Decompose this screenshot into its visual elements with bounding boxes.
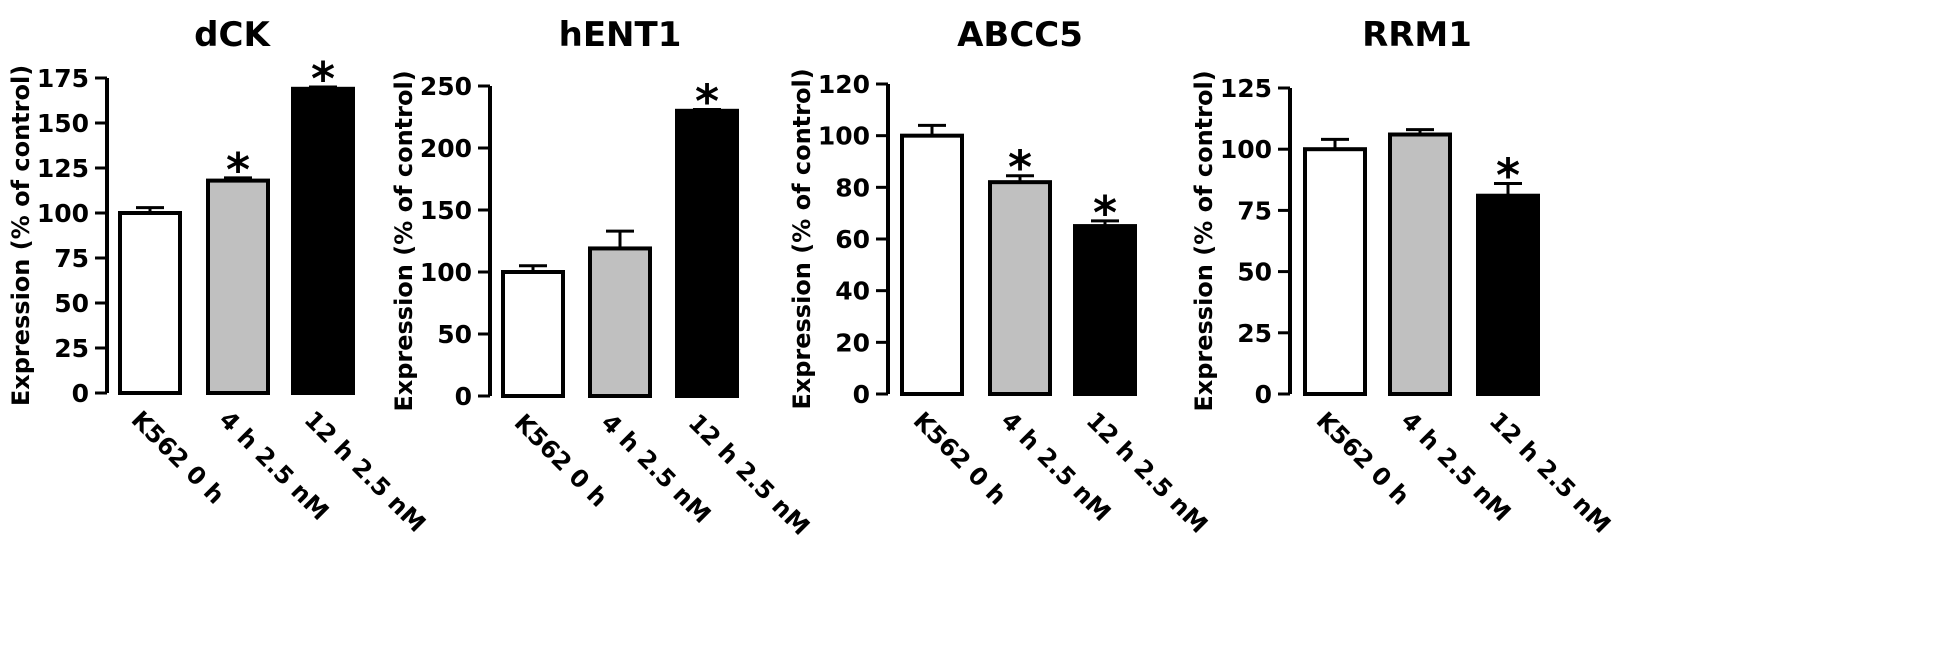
y-tick-label: 100 — [818, 122, 870, 151]
x-category-label: K562 0 h — [908, 406, 1012, 510]
y-tick-label: 125 — [1220, 74, 1272, 103]
y-tick-label: 250 — [420, 72, 472, 101]
bar — [1388, 132, 1452, 396]
bar — [900, 133, 964, 397]
y-tick-label: 40 — [835, 277, 870, 306]
y-tick-label: 25 — [1237, 319, 1272, 348]
significance-marker: * — [1093, 186, 1117, 240]
chart-panel-abcc5: ABCC5 Expression (% of control) 0 20 40 60 80 1… — [788, 15, 1213, 539]
bar — [1073, 224, 1137, 396]
y-tick-label: 125 — [37, 154, 89, 183]
chart-title: hENT1 — [559, 15, 682, 55]
y-tick-label: 200 — [420, 134, 472, 163]
y-tick-label: 175 — [37, 64, 89, 93]
significance-marker: * — [1008, 141, 1032, 195]
chart-panel-rrm1: RRM1 Expression (% of control) 0 25 50 75 100 1… — [1190, 15, 1616, 539]
y-tick-label: 120 — [818, 70, 870, 99]
bar — [501, 270, 565, 398]
significance-marker: * — [226, 143, 250, 197]
y-tick-label: 75 — [1237, 196, 1272, 225]
chart-title: dCK — [194, 15, 271, 55]
y-tick-label: 20 — [835, 328, 870, 357]
y-tick-label: 75 — [54, 244, 89, 273]
y-tick-label: 0 — [853, 380, 870, 409]
bar — [988, 180, 1052, 396]
significance-marker: * — [1496, 148, 1520, 202]
significance-marker: * — [695, 75, 719, 129]
bar — [206, 178, 270, 395]
x-category-label: K562 0 h — [509, 408, 613, 512]
y-axis-label: Expression (% of control) — [1190, 70, 1218, 411]
y-tick-label: 60 — [835, 225, 870, 254]
bar — [1476, 193, 1540, 396]
bar — [675, 108, 739, 399]
chart-panel-dck: dCK Expression (% of control) 0 25 50 75 100 12… — [7, 15, 431, 538]
y-tick-label: 0 — [1255, 380, 1272, 409]
y-tick-label: 80 — [835, 173, 870, 202]
y-axis-label: Expression (% of control) — [7, 65, 35, 406]
y-tick-label: 0 — [455, 382, 472, 411]
bar — [291, 86, 355, 396]
y-tick-label: 150 — [37, 109, 89, 138]
chart-title: ABCC5 — [957, 15, 1083, 55]
bar — [588, 246, 652, 398]
bar — [118, 211, 182, 395]
chart-title: RRM1 — [1362, 15, 1472, 55]
y-axis-label: Expression (% of control) — [390, 70, 418, 411]
y-tick-label: 0 — [72, 379, 89, 408]
y-tick-label: 25 — [54, 334, 89, 363]
y-tick-label: 100 — [37, 199, 89, 228]
y-tick-label: 50 — [437, 320, 472, 349]
chart-panel-hent1: hENT1 Expression (% of control) 0 50 100 150 2… — [390, 15, 815, 541]
y-tick-label: 150 — [420, 196, 472, 225]
y-tick-label: 100 — [420, 258, 472, 287]
y-tick-label: 50 — [1237, 258, 1272, 287]
y-tick-label: 100 — [1220, 135, 1272, 164]
x-category-label: K562 0 h — [126, 405, 230, 509]
significance-marker: * — [311, 52, 335, 106]
bar — [1303, 147, 1367, 396]
y-axis-label: Expression (% of control) — [788, 68, 816, 409]
y-tick-label: 50 — [54, 289, 89, 318]
